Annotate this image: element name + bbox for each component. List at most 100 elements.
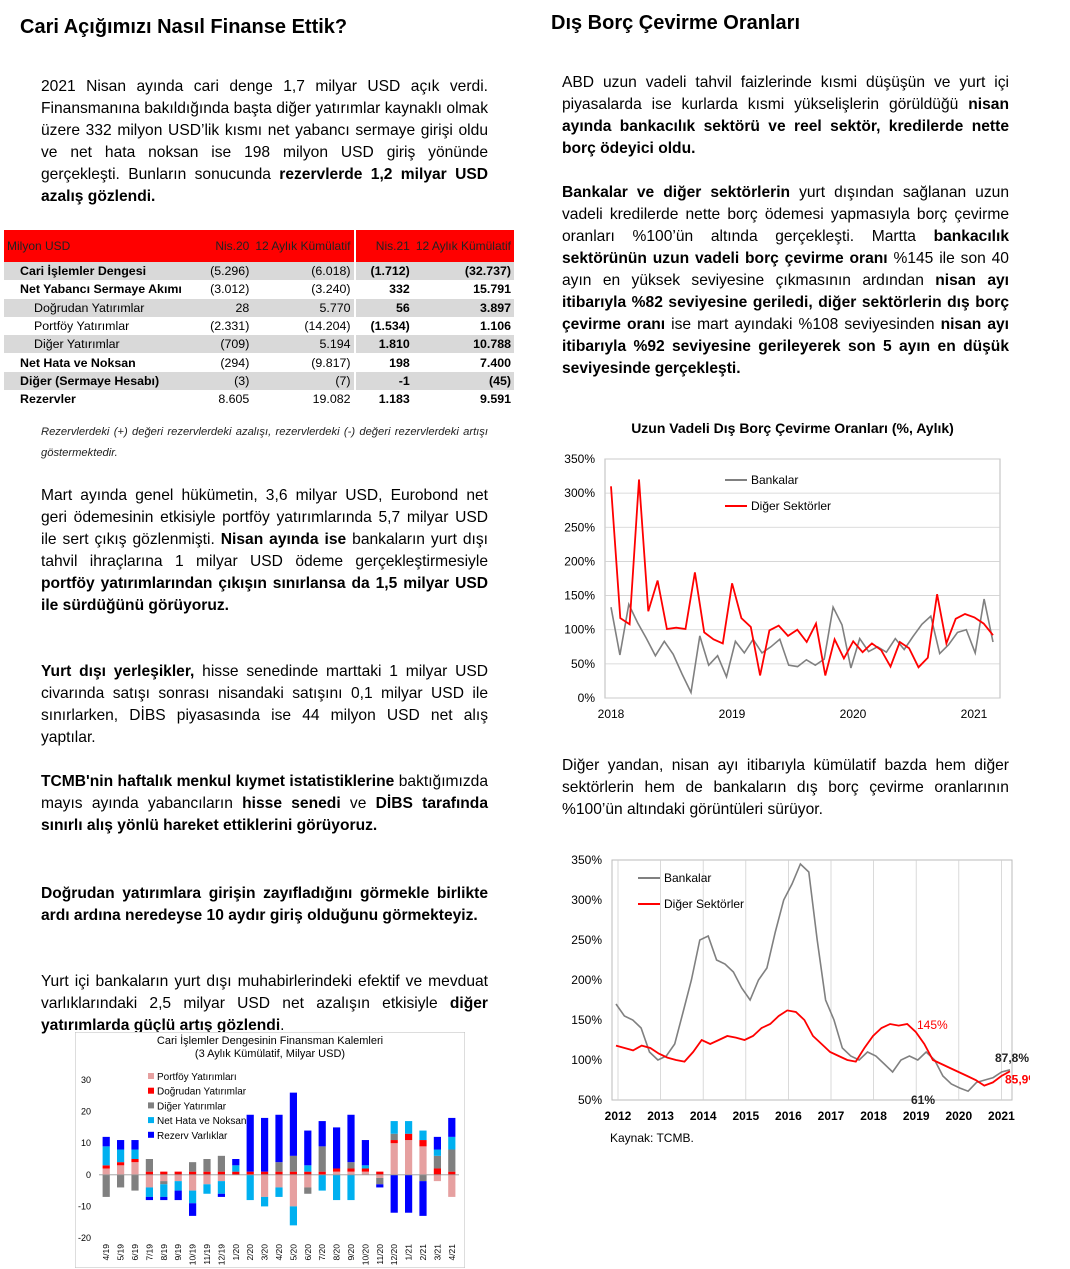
bar-segment: [203, 1184, 211, 1194]
bar-segment: [433, 1174, 441, 1182]
cell-value: (3.012): [210, 282, 250, 297]
legend-swatch: [148, 1073, 154, 1079]
y-tick-label: 100%: [564, 623, 595, 637]
cell-value: 5.194: [252, 335, 354, 354]
cell-value: -1: [356, 371, 413, 391]
bar-segment: [174, 1181, 182, 1191]
table-header: Nis.21: [356, 230, 413, 262]
x-tick-label: 2/20: [245, 1244, 255, 1261]
bar-segment: [390, 1140, 398, 1144]
chart-annotation: 145%: [917, 1018, 948, 1032]
x-tick-label: 6/19: [130, 1244, 140, 1261]
bar-segment: [189, 1174, 197, 1191]
bar-segment: [318, 1171, 326, 1175]
y-tick-label: 50%: [571, 657, 595, 671]
monthly-rollover-chart: Uzun Vadeli Dış Borç Çevirme Oranları (%…: [564, 420, 1001, 721]
bar-segment: [347, 1171, 355, 1175]
x-tick-label: 2015: [732, 1109, 759, 1123]
bar-segment: [160, 1184, 168, 1197]
x-tick-label: 2020: [945, 1109, 972, 1123]
bar-segment: [333, 1171, 341, 1175]
bar-segment: [117, 1140, 125, 1150]
y-tick-label: 200%: [564, 554, 595, 568]
bar-segment: [376, 1174, 384, 1178]
y-tick-label: 350%: [564, 452, 595, 466]
bar-segment: [376, 1184, 384, 1188]
bar-segment: [390, 1143, 398, 1175]
cell-value: 7.400: [479, 355, 511, 370]
bar-segment: [333, 1174, 341, 1201]
y-tick-label: 20: [81, 1107, 91, 1117]
bar-segment: [117, 1162, 125, 1166]
bar-segment: [102, 1165, 110, 1169]
bar-segment: [160, 1181, 168, 1185]
x-tick-label: 12/19: [216, 1244, 226, 1266]
row-label: Diğer (Sermaye Hesabı): [4, 371, 198, 391]
cell-value: 1.106: [479, 319, 511, 334]
x-tick-label: 7/20: [317, 1244, 327, 1261]
x-tick-label: 1/20: [231, 1244, 241, 1261]
cell-value: 332: [389, 282, 410, 297]
x-tick-label: 9/20: [346, 1244, 356, 1261]
bar-segment: [347, 1162, 355, 1169]
bar-segment: [275, 1187, 283, 1197]
y-tick-label: 300%: [571, 893, 602, 907]
bar-segment: [289, 1206, 297, 1226]
bar-segment: [289, 1155, 297, 1172]
table-row: Diğer Yatırımlar (709) 5.194 1.810 10.788: [4, 335, 514, 354]
table-row: Rezervler 8.605 19.082 1.183 9.591: [4, 390, 514, 409]
cell-value: (45): [412, 371, 514, 391]
x-tick-label: 11/19: [202, 1244, 212, 1265]
bar-segment: [117, 1165, 125, 1175]
paragraph-current-account: 2021 Nisan ayında cari denge 1,7 milyar …: [41, 78, 489, 205]
x-tick-label: 12/20: [389, 1244, 399, 1266]
financing-bar-chart: Cari İşlemler Dengesinin Finansman Kalem…: [75, 1032, 465, 1268]
bar-segment: [361, 1165, 369, 1169]
bar-segment: [160, 1171, 168, 1175]
bar-segment: [361, 1168, 369, 1172]
bar-segment: [160, 1174, 168, 1182]
bar-segment: [405, 1140, 413, 1175]
bar-segment: [102, 1168, 110, 1175]
x-tick-label: 3/21: [432, 1244, 442, 1261]
paragraph-cumulative: Diğer yandan, nisan ayı itibarıyla kümül…: [562, 757, 1009, 818]
bar-segment: [232, 1171, 240, 1175]
bar-segment: [347, 1168, 355, 1172]
legend-label: Bankalar: [751, 473, 798, 487]
legend-swatch: [148, 1117, 154, 1124]
bar-segment: [189, 1162, 197, 1172]
bar-segment: [145, 1174, 153, 1188]
cell-value: 5.770: [252, 298, 354, 317]
row-label: Net Hata ve Noksan: [20, 355, 136, 370]
bar-segment: [174, 1190, 182, 1201]
table-header: 12 Aylık Kümülatif: [412, 230, 514, 262]
y-tick-label: 0: [86, 1170, 91, 1180]
x-tick-label: 4/21: [447, 1244, 457, 1261]
bar-segment: [131, 1174, 139, 1191]
bar-segment: [390, 1121, 398, 1134]
x-tick-label: 2019: [719, 707, 746, 721]
series-line: [615, 1009, 1011, 1087]
table-header-row: Milyon USD Nis.20 12 Aylık Kümülatif Nis…: [4, 230, 514, 262]
bar-segment: [232, 1159, 240, 1166]
row-label: Cari İşlemler Dengesi: [4, 262, 198, 281]
bar-segment: [289, 1174, 297, 1207]
x-tick-label: 2019: [903, 1109, 930, 1123]
bar-segment: [145, 1171, 153, 1175]
table-note: Rezervlerdeki (+) değeri rezervlerdeki a…: [41, 426, 488, 459]
bar-segment: [131, 1162, 139, 1175]
y-tick-label: 10: [81, 1138, 91, 1148]
bar-segment: [448, 1149, 456, 1172]
x-tick-label: 2020: [840, 707, 867, 721]
bar-segment: [289, 1092, 297, 1156]
bar-segment: [448, 1117, 456, 1137]
table-row: Portföy Yatırımlar (2.331) (14.204) (1.534)…: [4, 316, 514, 336]
bar-segment: [318, 1174, 326, 1191]
bar-segment: [361, 1171, 369, 1175]
cell-value: 198: [389, 355, 410, 370]
bar-segment: [304, 1165, 312, 1172]
y-tick-label: 30: [81, 1075, 91, 1085]
bar-segment: [102, 1146, 110, 1166]
bar-segment: [304, 1130, 312, 1166]
bar-segment: [405, 1174, 413, 1213]
